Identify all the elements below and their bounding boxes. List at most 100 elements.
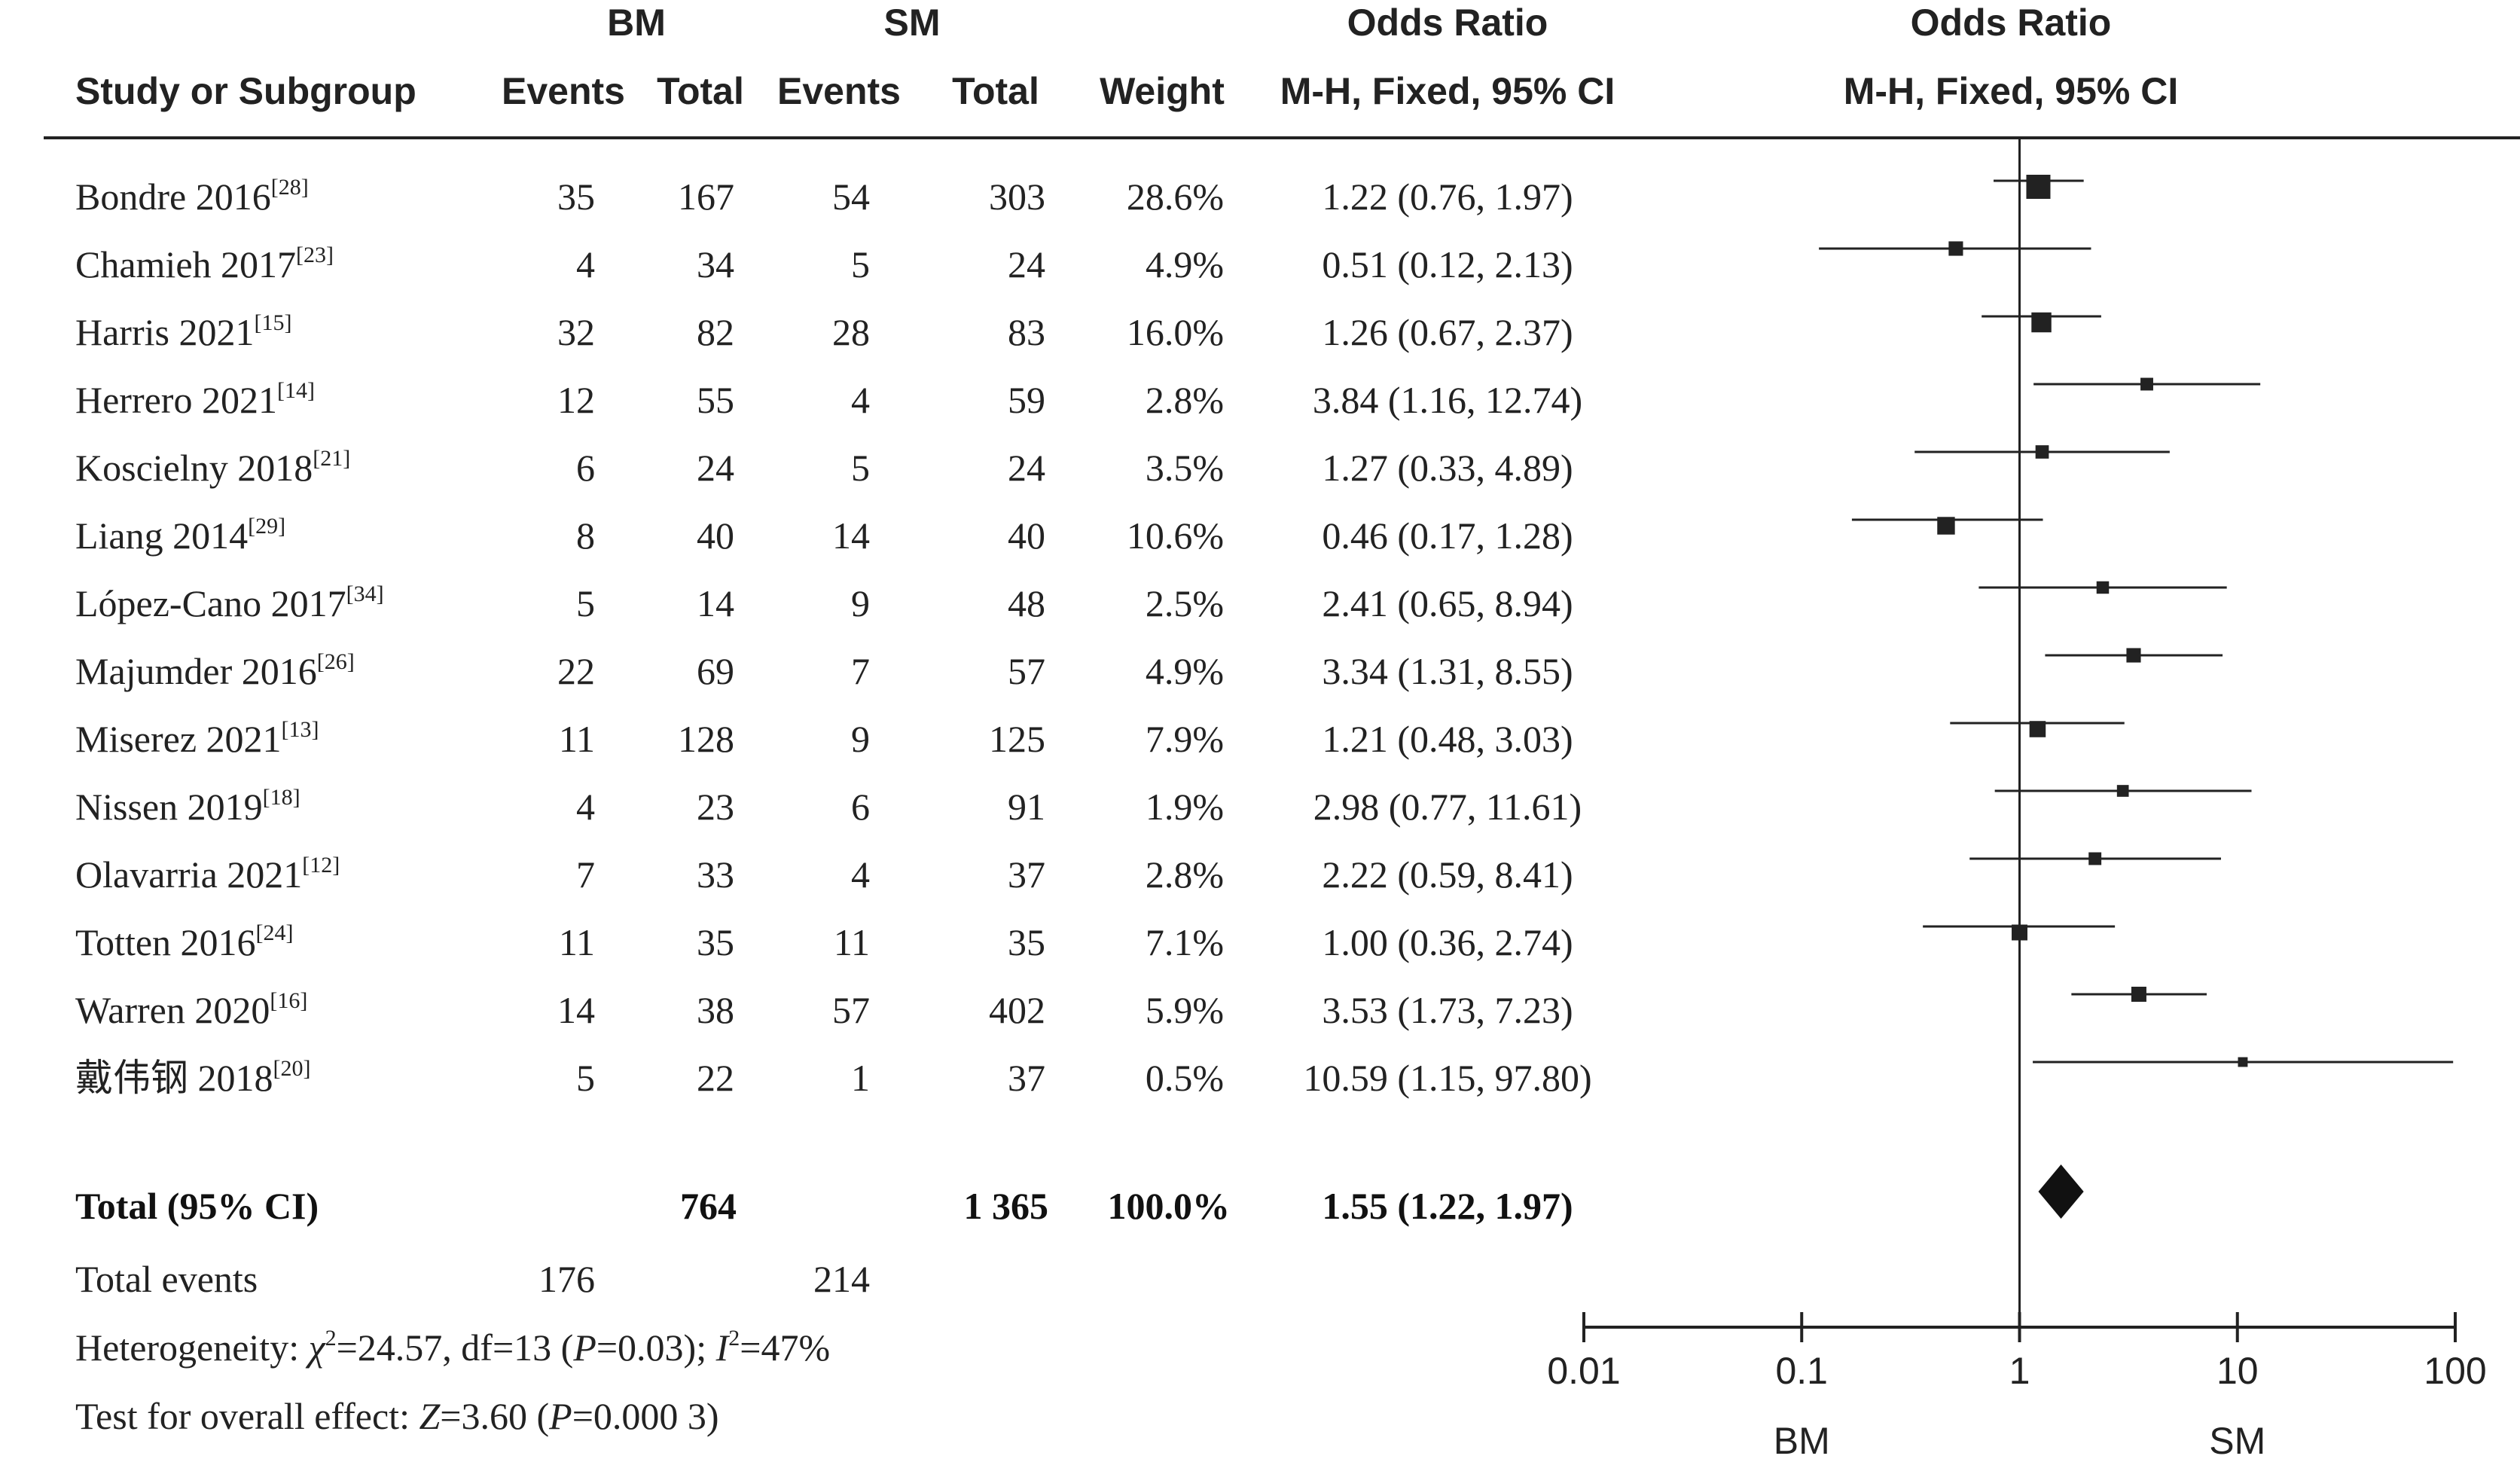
weight-cell: 16.0% <box>1127 311 1224 353</box>
point-estimate-marker <box>2088 852 2102 865</box>
sm-events-header: Events <box>777 70 901 112</box>
bm-events-header: Events <box>502 70 625 112</box>
sm-events-cell: 9 <box>851 718 870 760</box>
point-estimate-marker <box>2012 924 2027 941</box>
axis-tick-label: 0.01 <box>1547 1350 1620 1392</box>
sm-total-cell: 57 <box>1008 650 1045 692</box>
study-row: López-Cano 2017[34] 5 14 9 48 2.5% 2.41 (0.65,… <box>75 581 1573 624</box>
weight-cell: 3.5% <box>1146 447 1224 489</box>
bm-total-cell: 128 <box>678 718 734 760</box>
odds-ratio-header-table: Odds Ratio <box>1347 2 1548 44</box>
bm-events-cell: 11 <box>559 718 595 760</box>
study-row: Harris 2021[15] 32 82 28 83 16.0% 1.26 (0.67, … <box>75 310 1573 353</box>
group-header-bm: BM <box>607 2 666 44</box>
pooled-diamond <box>2038 1164 2084 1219</box>
study-name: Majumder 2016[26] <box>75 649 355 692</box>
ci-text-cell: 2.98 (0.77, 11.61) <box>1313 786 1582 828</box>
bm-events-cell: 5 <box>576 582 595 624</box>
sm-total-cell: 35 <box>1008 921 1045 963</box>
bm-total-cell: 24 <box>697 447 734 489</box>
x-axis: 0.01 0.1 1 10 100 BM SM <box>1547 1312 2487 1462</box>
sm-events-cell: 28 <box>832 311 870 353</box>
sm-total-header: Total <box>952 70 1039 112</box>
point-estimate-marker <box>2026 175 2051 199</box>
study-name: Chamieh 2017[23] <box>75 243 334 285</box>
ci-text-cell: 1.21 (0.48, 3.03) <box>1322 718 1573 760</box>
bm-total-cell: 33 <box>697 853 734 896</box>
study-name: Warren 2020[16] <box>75 988 307 1031</box>
bm-events-cell: 4 <box>576 786 595 828</box>
study-column-header: Study or Subgroup <box>75 70 416 112</box>
weight-cell: 10.6% <box>1127 514 1224 557</box>
sm-events-cell: 9 <box>851 582 870 624</box>
weight-header: Weight <box>1100 70 1225 112</box>
bm-events-cell: 14 <box>557 989 595 1031</box>
sm-total-cell: 91 <box>1008 786 1045 828</box>
study-name: Miserez 2021[13] <box>75 717 319 760</box>
bm-total-cell: 167 <box>678 176 734 218</box>
weight-cell: 2.8% <box>1146 379 1224 421</box>
ci-text-cell: 1.22 (0.76, 1.97) <box>1322 176 1573 218</box>
ci-text-cell: 2.22 (0.59, 8.41) <box>1322 853 1573 896</box>
summary-weight: 100.0% <box>1108 1185 1231 1227</box>
bm-events-cell: 7 <box>576 853 595 896</box>
bm-total-header: Total <box>657 70 744 112</box>
ci-text-cell: 0.51 (0.12, 2.13) <box>1322 243 1573 285</box>
study-name: López-Cano 2017[34] <box>75 581 384 624</box>
sm-events-cell: 1 <box>851 1057 870 1099</box>
sm-total-cell: 24 <box>1008 447 1045 489</box>
total-events-sm: 214 <box>813 1258 870 1300</box>
point-estimate-marker <box>2031 312 2052 333</box>
bm-total-cell: 38 <box>697 989 734 1031</box>
bm-events-cell: 5 <box>576 1057 595 1099</box>
study-name: Nissen 2019[18] <box>75 785 301 828</box>
point-estimate-marker <box>2116 785 2129 797</box>
ci-text-cell: 0.46 (0.17, 1.28) <box>1322 514 1573 557</box>
bm-total-cell: 22 <box>697 1057 734 1099</box>
bm-total-cell: 23 <box>697 786 734 828</box>
bm-total-cell: 82 <box>697 311 734 353</box>
summary-ci-text: 1.55 (1.22, 1.97) <box>1322 1185 1573 1227</box>
bm-events-cell: 6 <box>576 447 595 489</box>
ci-method-header-table: M-H, Fixed, 95% CI <box>1280 70 1615 112</box>
bm-events-cell: 22 <box>557 650 595 692</box>
sm-total-cell: 125 <box>989 718 1045 760</box>
sm-events-cell: 14 <box>832 514 870 557</box>
ci-text-cell: 1.26 (0.67, 2.37) <box>1322 311 1573 353</box>
sm-total-cell: 59 <box>1008 379 1045 421</box>
point-estimate-marker <box>2029 721 2046 737</box>
study-name: Harris 2021[15] <box>75 310 291 353</box>
summary-bm-total: 764 <box>680 1185 737 1227</box>
study-row: Koscielny 2018[21] 6 24 5 24 3.5% 1.27 (0.33, … <box>75 446 1573 489</box>
axis-tick-label: 1 <box>2009 1350 2030 1392</box>
sm-total-cell: 402 <box>989 989 1045 1031</box>
sm-total-cell: 40 <box>1008 514 1045 557</box>
heterogeneity-text: Heterogeneity: χ2=24.57, df=13 (P=0.03);… <box>75 1326 830 1369</box>
axis-tick-label: 0.1 <box>1775 1350 1828 1392</box>
ci-text-cell: 1.00 (0.36, 2.74) <box>1322 921 1573 963</box>
axis-tick-label: 10 <box>2216 1350 2259 1392</box>
point-estimate-marker <box>1937 517 1955 535</box>
bm-total-cell: 69 <box>697 650 734 692</box>
weight-cell: 4.9% <box>1146 650 1224 692</box>
weight-cell: 2.5% <box>1146 582 1224 624</box>
odds-ratio-header-plot: Odds Ratio <box>1911 2 2112 44</box>
bm-events-cell: 12 <box>557 379 595 421</box>
study-name: Koscielny 2018[21] <box>75 446 350 489</box>
total-events-label: Total events <box>75 1258 258 1300</box>
weight-cell: 0.5% <box>1146 1057 1224 1099</box>
bm-events-cell: 8 <box>576 514 595 557</box>
summary-label: Total (95% CI) <box>75 1185 319 1227</box>
bm-events-cell: 11 <box>559 921 595 963</box>
sm-events-cell: 4 <box>851 853 870 896</box>
study-row: Bondre 2016[28] 35 167 54 303 28.6% 1.22 (0.76… <box>75 175 1573 218</box>
sm-events-cell: 5 <box>851 447 870 489</box>
sm-total-cell: 83 <box>1008 311 1045 353</box>
bm-total-cell: 34 <box>697 243 734 285</box>
study-name: Totten 2016[24] <box>75 920 294 963</box>
sm-events-cell: 11 <box>834 921 870 963</box>
study-name: Herrero 2021[14] <box>75 378 315 421</box>
ci-method-header-plot: M-H, Fixed, 95% CI <box>1844 70 2179 112</box>
weight-cell: 2.8% <box>1146 853 1224 896</box>
sm-events-cell: 4 <box>851 379 870 421</box>
